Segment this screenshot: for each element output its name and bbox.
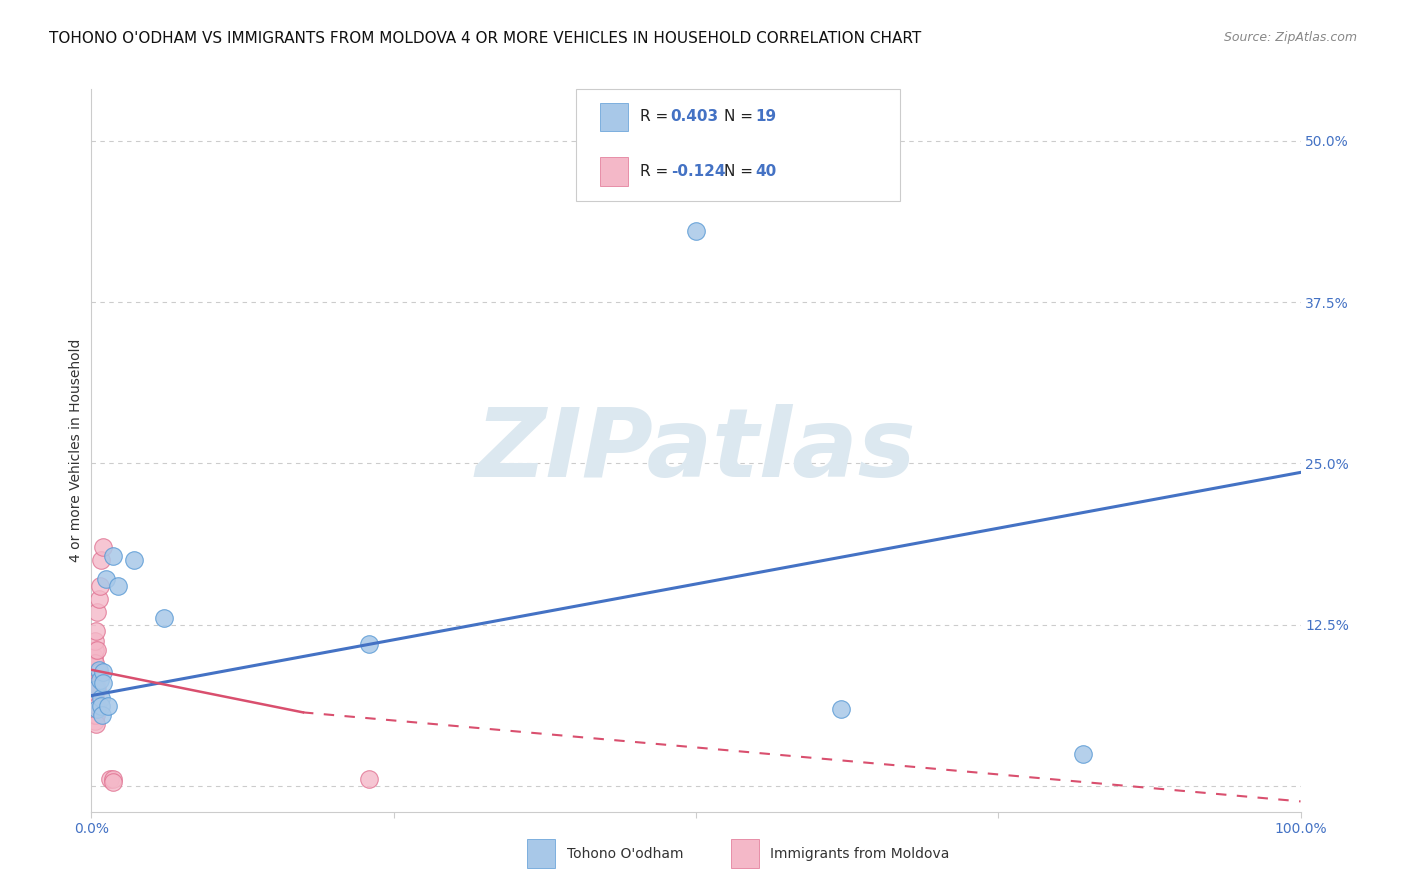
Point [91, 708, 114, 723]
Point [82, 689, 104, 703]
Point [83, 657, 105, 671]
Text: R =: R = [640, 164, 673, 178]
Point [1071, 747, 1094, 761]
Point [84, 708, 107, 723]
Point [86, 605, 108, 619]
Point [84, 701, 107, 715]
Point [84, 691, 107, 706]
Text: N =: N = [724, 164, 758, 178]
Point [97, 698, 120, 713]
Point [84, 673, 107, 687]
Point [82, 665, 104, 680]
Point [101, 775, 124, 789]
Point [107, 579, 129, 593]
Point [93, 665, 115, 680]
Text: 40: 40 [755, 164, 776, 178]
Point [84, 669, 107, 683]
Point [89, 579, 111, 593]
Point [87, 665, 110, 680]
Point [153, 611, 176, 625]
Point [89, 673, 111, 687]
Point [84, 708, 107, 723]
Text: 0.403: 0.403 [671, 110, 718, 124]
Text: -0.124: -0.124 [671, 164, 725, 178]
Point [83, 649, 105, 664]
Point [84, 682, 107, 697]
Point [98, 772, 121, 787]
Point [90, 698, 112, 713]
Text: ZIPatlas: ZIPatlas [475, 404, 917, 497]
Point [84, 714, 107, 729]
Point [84, 695, 107, 709]
Point [101, 772, 124, 787]
Point [84, 678, 107, 692]
Point [359, 637, 381, 651]
Point [84, 624, 107, 639]
Point [86, 701, 108, 715]
Point [84, 682, 107, 697]
Point [83, 686, 105, 700]
Point [122, 553, 145, 567]
Text: Tohono O'odham: Tohono O'odham [567, 847, 683, 861]
Point [685, 224, 707, 238]
Point [84, 634, 107, 648]
Point [86, 643, 108, 657]
Point [87, 591, 110, 606]
Text: Source: ZipAtlas.com: Source: ZipAtlas.com [1223, 31, 1357, 45]
Point [86, 698, 108, 713]
Point [84, 717, 107, 731]
Text: Immigrants from Moldova: Immigrants from Moldova [770, 847, 950, 861]
Point [83, 678, 105, 692]
Point [93, 675, 115, 690]
Point [101, 549, 124, 564]
Point [94, 573, 117, 587]
Point [83, 701, 105, 715]
Point [84, 695, 107, 709]
Point [90, 553, 112, 567]
Point [83, 708, 105, 723]
Point [830, 701, 852, 715]
Point [86, 682, 108, 697]
Point [359, 772, 381, 787]
Point [82, 673, 104, 687]
Text: TOHONO O'ODHAM VS IMMIGRANTS FROM MOLDOVA 4 OR MORE VEHICLES IN HOUSEHOLD CORREL: TOHONO O'ODHAM VS IMMIGRANTS FROM MOLDOV… [49, 31, 921, 46]
Point [87, 663, 110, 677]
Text: R =: R = [640, 110, 673, 124]
Text: N =: N = [724, 110, 758, 124]
Point [83, 663, 105, 677]
Point [84, 657, 107, 671]
Point [90, 691, 112, 706]
Point [84, 665, 107, 680]
Point [84, 643, 107, 657]
Point [93, 540, 115, 554]
Y-axis label: 4 or more Vehicles in Household: 4 or more Vehicles in Household [69, 339, 83, 562]
Text: 19: 19 [755, 110, 776, 124]
